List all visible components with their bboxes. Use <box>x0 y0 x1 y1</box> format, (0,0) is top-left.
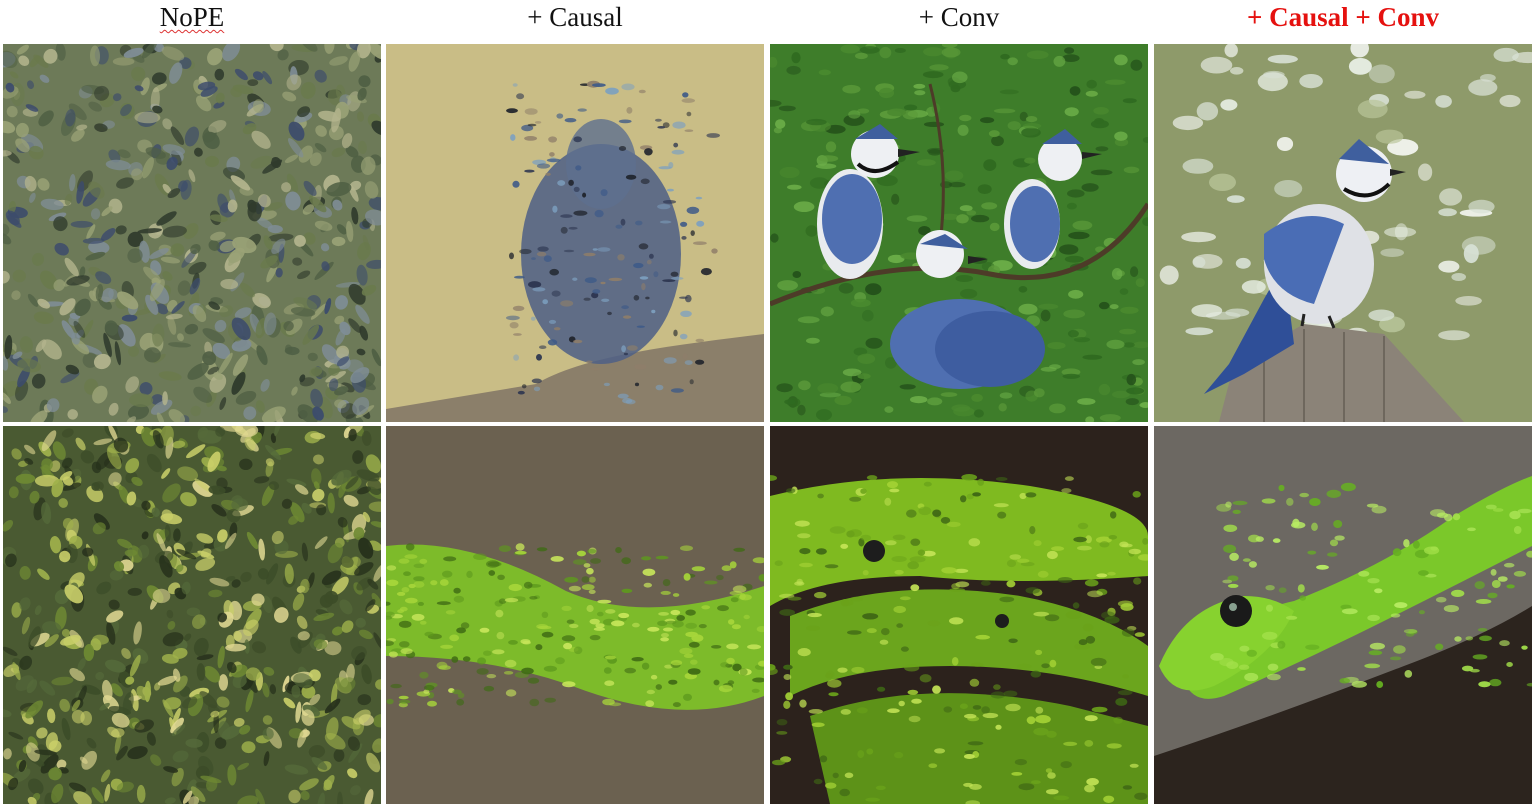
column-label: NoPE <box>159 2 225 32</box>
image-causal-bluejay <box>386 44 764 422</box>
green-snake-on-branch <box>1154 426 1532 804</box>
coiled-green-snakes <box>770 426 1148 804</box>
image-causal-conv-bluejay <box>1154 44 1532 422</box>
column-header-causal: + Causal <box>386 0 764 36</box>
bluejay-bird <box>1204 139 1406 394</box>
bluejay-on-post <box>1154 44 1532 422</box>
image-causal-conv-snake <box>1154 426 1532 804</box>
column-header-nope: NoPE <box>3 0 381 36</box>
bluejay-bird <box>890 230 1045 389</box>
noisy-foliage-texture <box>3 44 381 422</box>
image-nope-snake <box>3 426 381 804</box>
image-nope-bluejay <box>3 44 381 422</box>
column-label: + Causal <box>527 2 623 32</box>
blurry-bluejay-sketch <box>386 44 764 422</box>
column-label: + Causal + Conv <box>1246 2 1440 32</box>
image-conv-bluejay <box>770 44 1148 422</box>
blurry-snake-texture <box>386 426 764 804</box>
image-conv-snake <box>770 426 1148 804</box>
bluejay-bird <box>1004 129 1102 269</box>
column-header-conv: + Conv <box>770 0 1148 36</box>
image-causal-snake <box>386 426 764 804</box>
bluejay-bird <box>817 124 920 279</box>
noisy-green-texture <box>3 426 381 804</box>
bluejays-in-tree <box>770 44 1148 422</box>
column-label: + Conv <box>918 2 1000 32</box>
column-header-causal-conv: + Causal + Conv <box>1154 0 1532 36</box>
